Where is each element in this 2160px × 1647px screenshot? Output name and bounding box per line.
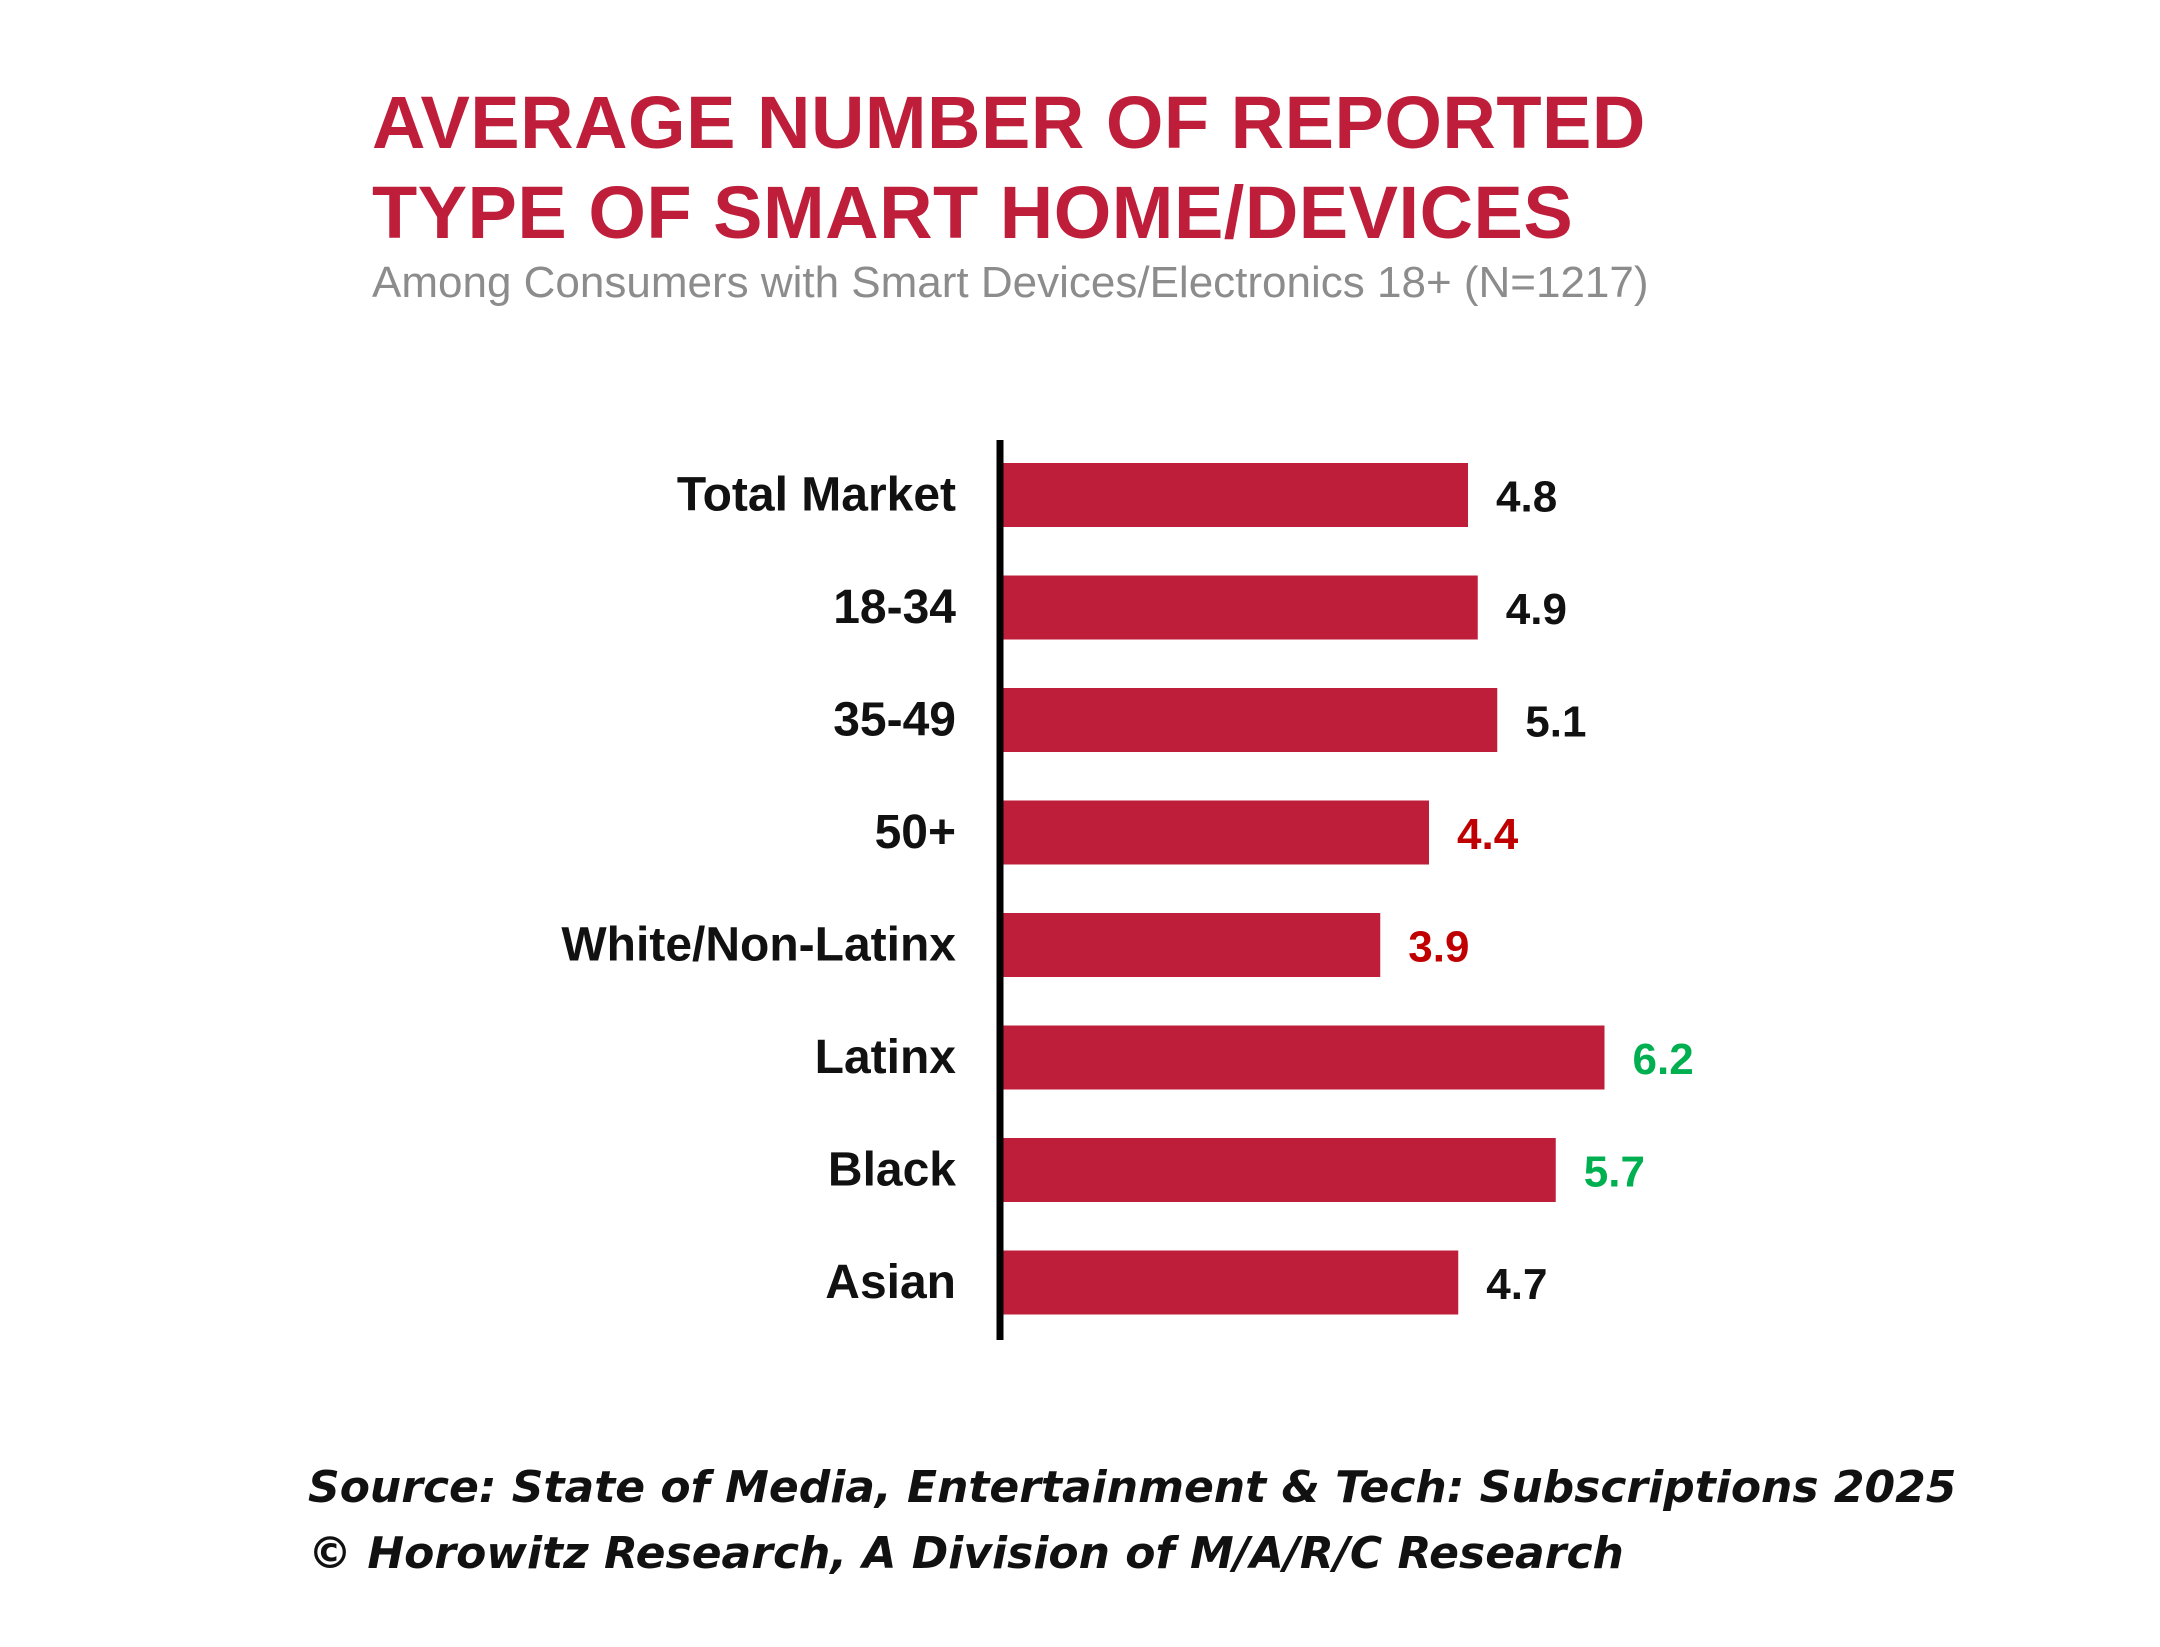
chart-subtitle: Among Consumers with Smart Devices/Elect… <box>372 258 1649 307</box>
value-label-50: 4.4 <box>1457 810 1519 859</box>
labels-layer: Total Market 4.8 18-34 4.9 35-49 5.1 50+ 4.4 Whi… <box>561 469 1693 1310</box>
chart-title: AVERAGE NUMBER OF REPORTED TYPE OF SMART… <box>372 78 1646 258</box>
chart-title-line-2: TYPE OF SMART HOME/DEVICES <box>372 171 1574 254</box>
bars-layer <box>1000 463 1605 1315</box>
bar-35-49 <box>1000 688 1498 752</box>
value-label-black: 5.7 <box>1584 1148 1645 1197</box>
category-label-black: Black <box>828 1144 956 1197</box>
category-label-18-34: 18-34 <box>833 581 956 634</box>
bar-chart: Total Market 4.8 18-34 4.9 35-49 5.1 50+ 4.4 Whi… <box>561 440 1694 1340</box>
value-label-asian: 4.7 <box>1486 1260 1547 1309</box>
bar-latinx <box>1000 1025 1605 1090</box>
bar-white-non-latinx <box>1000 913 1381 977</box>
bar-black <box>1000 1138 1556 1202</box>
category-label-total-market: Total Market <box>677 469 956 522</box>
category-label-white-non-latinx: White/Non-Latinx <box>561 919 956 972</box>
source-note: Source: State of Media, Entertainment & … <box>308 1455 1956 1587</box>
value-label-total-market: 4.8 <box>1496 473 1557 522</box>
value-label-18-34: 4.9 <box>1506 585 1567 634</box>
category-label-35-49: 35-49 <box>833 694 956 747</box>
bar-total-market <box>1000 463 1468 527</box>
category-label-50: 50+ <box>875 806 956 859</box>
bar-50 <box>1000 800 1429 865</box>
bar-asian <box>1000 1250 1459 1315</box>
source-line-1: Source: State of Media, Entertainment & … <box>308 1462 1957 1513</box>
category-label-latinx: Latinx <box>815 1031 957 1084</box>
value-label-white-non-latinx: 3.9 <box>1408 923 1469 972</box>
category-label-asian: Asian <box>825 1256 956 1309</box>
value-label-35-49: 5.1 <box>1525 698 1586 747</box>
bar-18-34 <box>1000 575 1478 640</box>
source-line-2: © Horowitz Research, A Division of M/A/R… <box>308 1528 1624 1579</box>
value-label-latinx: 6.2 <box>1633 1035 1694 1084</box>
chart-title-line-1: AVERAGE NUMBER OF REPORTED <box>372 81 1646 164</box>
